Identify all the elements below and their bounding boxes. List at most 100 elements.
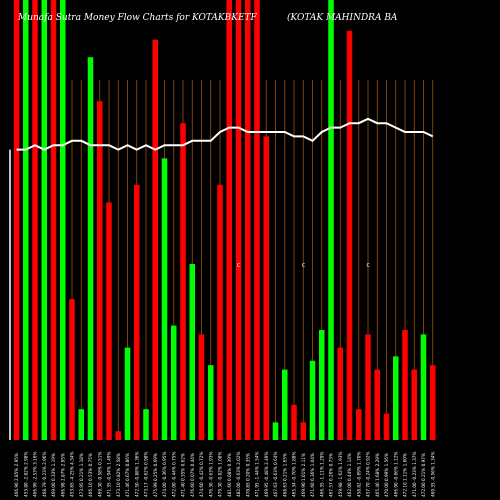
x-tick-label: 474.00 -0.36% 0.95% [162, 452, 167, 497]
bar [309, 360, 316, 440]
x-tick-label: 453.80 -2.82% 2.98% [23, 452, 28, 497]
x-tick-label: 470.00 0.99% 1.56% [384, 453, 389, 497]
x-tick-label: 472.50 -0.88% 1.36% [134, 452, 139, 497]
x-tick-label: 457.70 -0.24% 0.92% [366, 452, 371, 497]
x-tick-label: 469.95 -0.48% 2.49% [264, 452, 269, 497]
bar [143, 409, 149, 440]
x-tick-label: 476.60 0.07% 0.44% [190, 453, 195, 497]
x-tick-label: 471.40 0.35% 0.62% [181, 453, 186, 497]
bar [171, 325, 177, 440]
x-tick-label: 475.99 0.25% 0.69% [153, 453, 158, 497]
bar [300, 422, 306, 440]
bar [152, 39, 158, 440]
bar [328, 0, 334, 440]
price-line-path [16, 117, 434, 151]
x-tick-labels: 466.90 2.85% 2.95% 453.80 -2.82% 2.98% 466… [14, 452, 435, 497]
x-tick-label: 466.10 0.53% 0.75% [88, 453, 93, 497]
x-tick-label: 476.30 -0.63% 1.93% [208, 452, 213, 497]
bar [32, 0, 38, 440]
x-tick-label: 474.60 -0.42% 0.72% [199, 452, 204, 497]
marker-label: C [237, 263, 241, 269]
x-tick-label: 469.90 1.01% 2.11% [301, 453, 306, 497]
bar [189, 264, 195, 440]
bar [180, 123, 186, 440]
bar [245, 0, 251, 440]
bar [393, 356, 399, 440]
x-tick-label: 467.63 -0.63% 0.64% [273, 452, 278, 497]
x-tick-label: 469.00 0.33% 1.19% [51, 453, 56, 497]
x-tick-label: 469.35 -0.56% 1.34% [430, 452, 435, 497]
bar [106, 202, 112, 440]
x-tick-label: 471.60 0.36% 1.04% [310, 453, 315, 497]
bar [60, 0, 66, 440]
bar [291, 404, 297, 440]
bar [50, 0, 57, 440]
bar [217, 184, 223, 440]
marker-label: C [302, 263, 306, 269]
x-tick-label: 466.96 -2.53% 3.16% [33, 452, 38, 497]
x-tick-label: 466.98 2.87% 2.95% [60, 453, 65, 497]
x-tick-label: 482.00 -0.63% 2.02% [236, 452, 241, 497]
x-tick-label: 462.00 0.44% 1.14% [347, 453, 352, 497]
bar [346, 30, 353, 441]
x-tick-label: 473.17 -0.62% 0.98% [144, 452, 149, 497]
x-tick-label: 473.95 0.21% 1.18% [79, 453, 84, 497]
bars [13, 0, 436, 441]
bar [226, 0, 232, 440]
x-tick-label: 466.90 2.85% 2.95% [14, 453, 19, 497]
bar [13, 0, 20, 440]
bar [402, 330, 408, 440]
x-tick-label: 479.30 -0.82% 1.08% [218, 452, 223, 497]
x-tick-label: 472.00 -0.44% 0.75% [171, 452, 176, 497]
marker-label: C [367, 263, 371, 269]
bar [161, 158, 168, 440]
bar [87, 57, 94, 440]
bar [420, 334, 427, 440]
x-tick-label: 478.85 0.20% 0.35% [245, 453, 250, 497]
x-tick-label: 468.63 0.21% 1.65% [282, 453, 287, 497]
bar [254, 0, 260, 440]
x-tick-label: 466.90 -0.66% 1.12% [393, 452, 398, 497]
bar [78, 409, 84, 440]
x-tick-label: 481.60 0.08% 0.39% [227, 453, 232, 497]
x-tick-label: 471.35 -0.94% 1.49% [107, 452, 112, 497]
x-tick-label: 469.30 -0.58% 0.51% [97, 452, 102, 497]
bar [115, 431, 121, 440]
chart-title: Munafa Sutra Money Flow Charts for KOTAK… [17, 13, 258, 23]
bar [411, 369, 417, 440]
bar [23, 0, 29, 440]
x-tick-label: 459.98 -1.62% 1.93% [338, 452, 343, 497]
bar [383, 413, 390, 440]
x-tick-label: 465.40 1.68% 2.29% [375, 453, 380, 497]
bar [272, 422, 279, 440]
x-tick-label: 465.34 -0.70% 1.88% [292, 452, 297, 497]
bar [41, 0, 47, 440]
x-tick-label: 468.79 -0.23% 2.96% [42, 452, 47, 497]
x-tick-label: 453.85 -4.25% 4.34% [70, 452, 75, 497]
bar [69, 299, 75, 440]
price-line [9, 117, 434, 440]
bar [124, 347, 131, 440]
x-tick-label: 471.95 -1.44% 1.54% [255, 452, 260, 497]
bar [198, 334, 205, 440]
x-tick-label: 467.57 0.26% 0.73% [329, 453, 334, 497]
x-tick-label: 472.10 1.11% 1.60% [403, 453, 408, 497]
chart-subtitle: (KOTAK MAHINDRA BA [287, 12, 398, 23]
bar [263, 136, 269, 440]
bar [365, 334, 371, 440]
bar [134, 184, 140, 440]
x-tick-label: 471.00 -0.23% 1.37% [412, 452, 417, 497]
bar [97, 101, 103, 440]
x-tick-label: 458.82 -0.69% 1.70% [356, 452, 361, 497]
bar [319, 330, 325, 440]
bar [282, 369, 288, 440]
bar [337, 347, 343, 440]
bar [208, 365, 214, 440]
x-tick-label: 466.35 -1.11% 1.29% [319, 452, 324, 497]
bar [374, 369, 380, 440]
x-tick-label: 473.10 0.82% 2.58% [116, 453, 121, 497]
bar [430, 365, 436, 440]
x-tick-label: 472.00 0.21% 0.97% [421, 453, 426, 497]
